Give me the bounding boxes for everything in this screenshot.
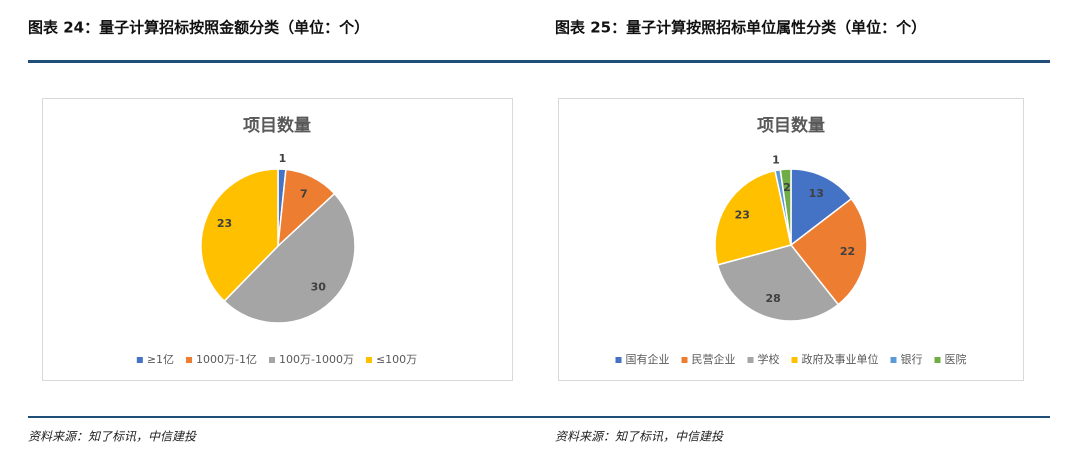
pie-slice (789, 197, 868, 306)
data-label: 1 (279, 152, 287, 165)
legend-label: 银行 (901, 352, 923, 366)
legend-marker (186, 357, 193, 363)
data-label: 30 (311, 280, 327, 293)
source-note: 资料来源：知了标讯，中信建投 (555, 430, 724, 444)
pie-slice (790, 168, 853, 247)
legend-marker (681, 357, 688, 363)
data-label: 1 (772, 153, 780, 166)
legend-marker (269, 357, 275, 363)
data-label: 13 (809, 187, 824, 200)
legend-label: 学校 (758, 352, 780, 366)
legend-label: ≤100万 (376, 353, 417, 366)
legend-label: 政府及事业单位 (802, 352, 879, 366)
footer-rule (28, 416, 1050, 418)
legend-label: 民营企业 (692, 352, 736, 366)
legend-marker (890, 357, 897, 363)
legend-marker (791, 357, 798, 363)
legend-label: ≥1亿 (147, 353, 174, 366)
legend-label: 100万-1000万 (279, 353, 354, 366)
legend-marker (615, 357, 622, 363)
pie-slice (714, 169, 792, 266)
legend-marker (934, 357, 941, 363)
legend-marker (747, 357, 754, 363)
legend-label: 国有企业 (626, 352, 670, 366)
figure-caption: 图表 24：量子计算招标按照金额分类（单位：个） (28, 19, 369, 37)
data-label: 22 (840, 245, 855, 258)
pie-slice (200, 168, 279, 303)
data-label: 7 (300, 187, 308, 200)
pie-slice (716, 244, 840, 322)
figure-caption: 图表 25：量子计算按照招标单位属性分类（单位：个） (555, 19, 926, 37)
data-label: 23 (217, 217, 232, 230)
chart-title: 项目数量 (243, 115, 311, 136)
source-note: 资料来源：知了标讯，中信建投 (28, 430, 197, 444)
pie-slice (223, 192, 356, 324)
pie-slice (779, 168, 792, 246)
chart-title: 项目数量 (757, 115, 825, 136)
legend-label: 医院 (945, 352, 967, 366)
legend-marker (136, 357, 143, 363)
header-rule (28, 60, 1050, 63)
legend-marker (365, 357, 372, 363)
data-label: 2 (783, 181, 791, 194)
data-label: 28 (766, 292, 781, 305)
legend-label: 1000万-1亿 (196, 353, 257, 366)
data-label: 23 (735, 208, 750, 221)
